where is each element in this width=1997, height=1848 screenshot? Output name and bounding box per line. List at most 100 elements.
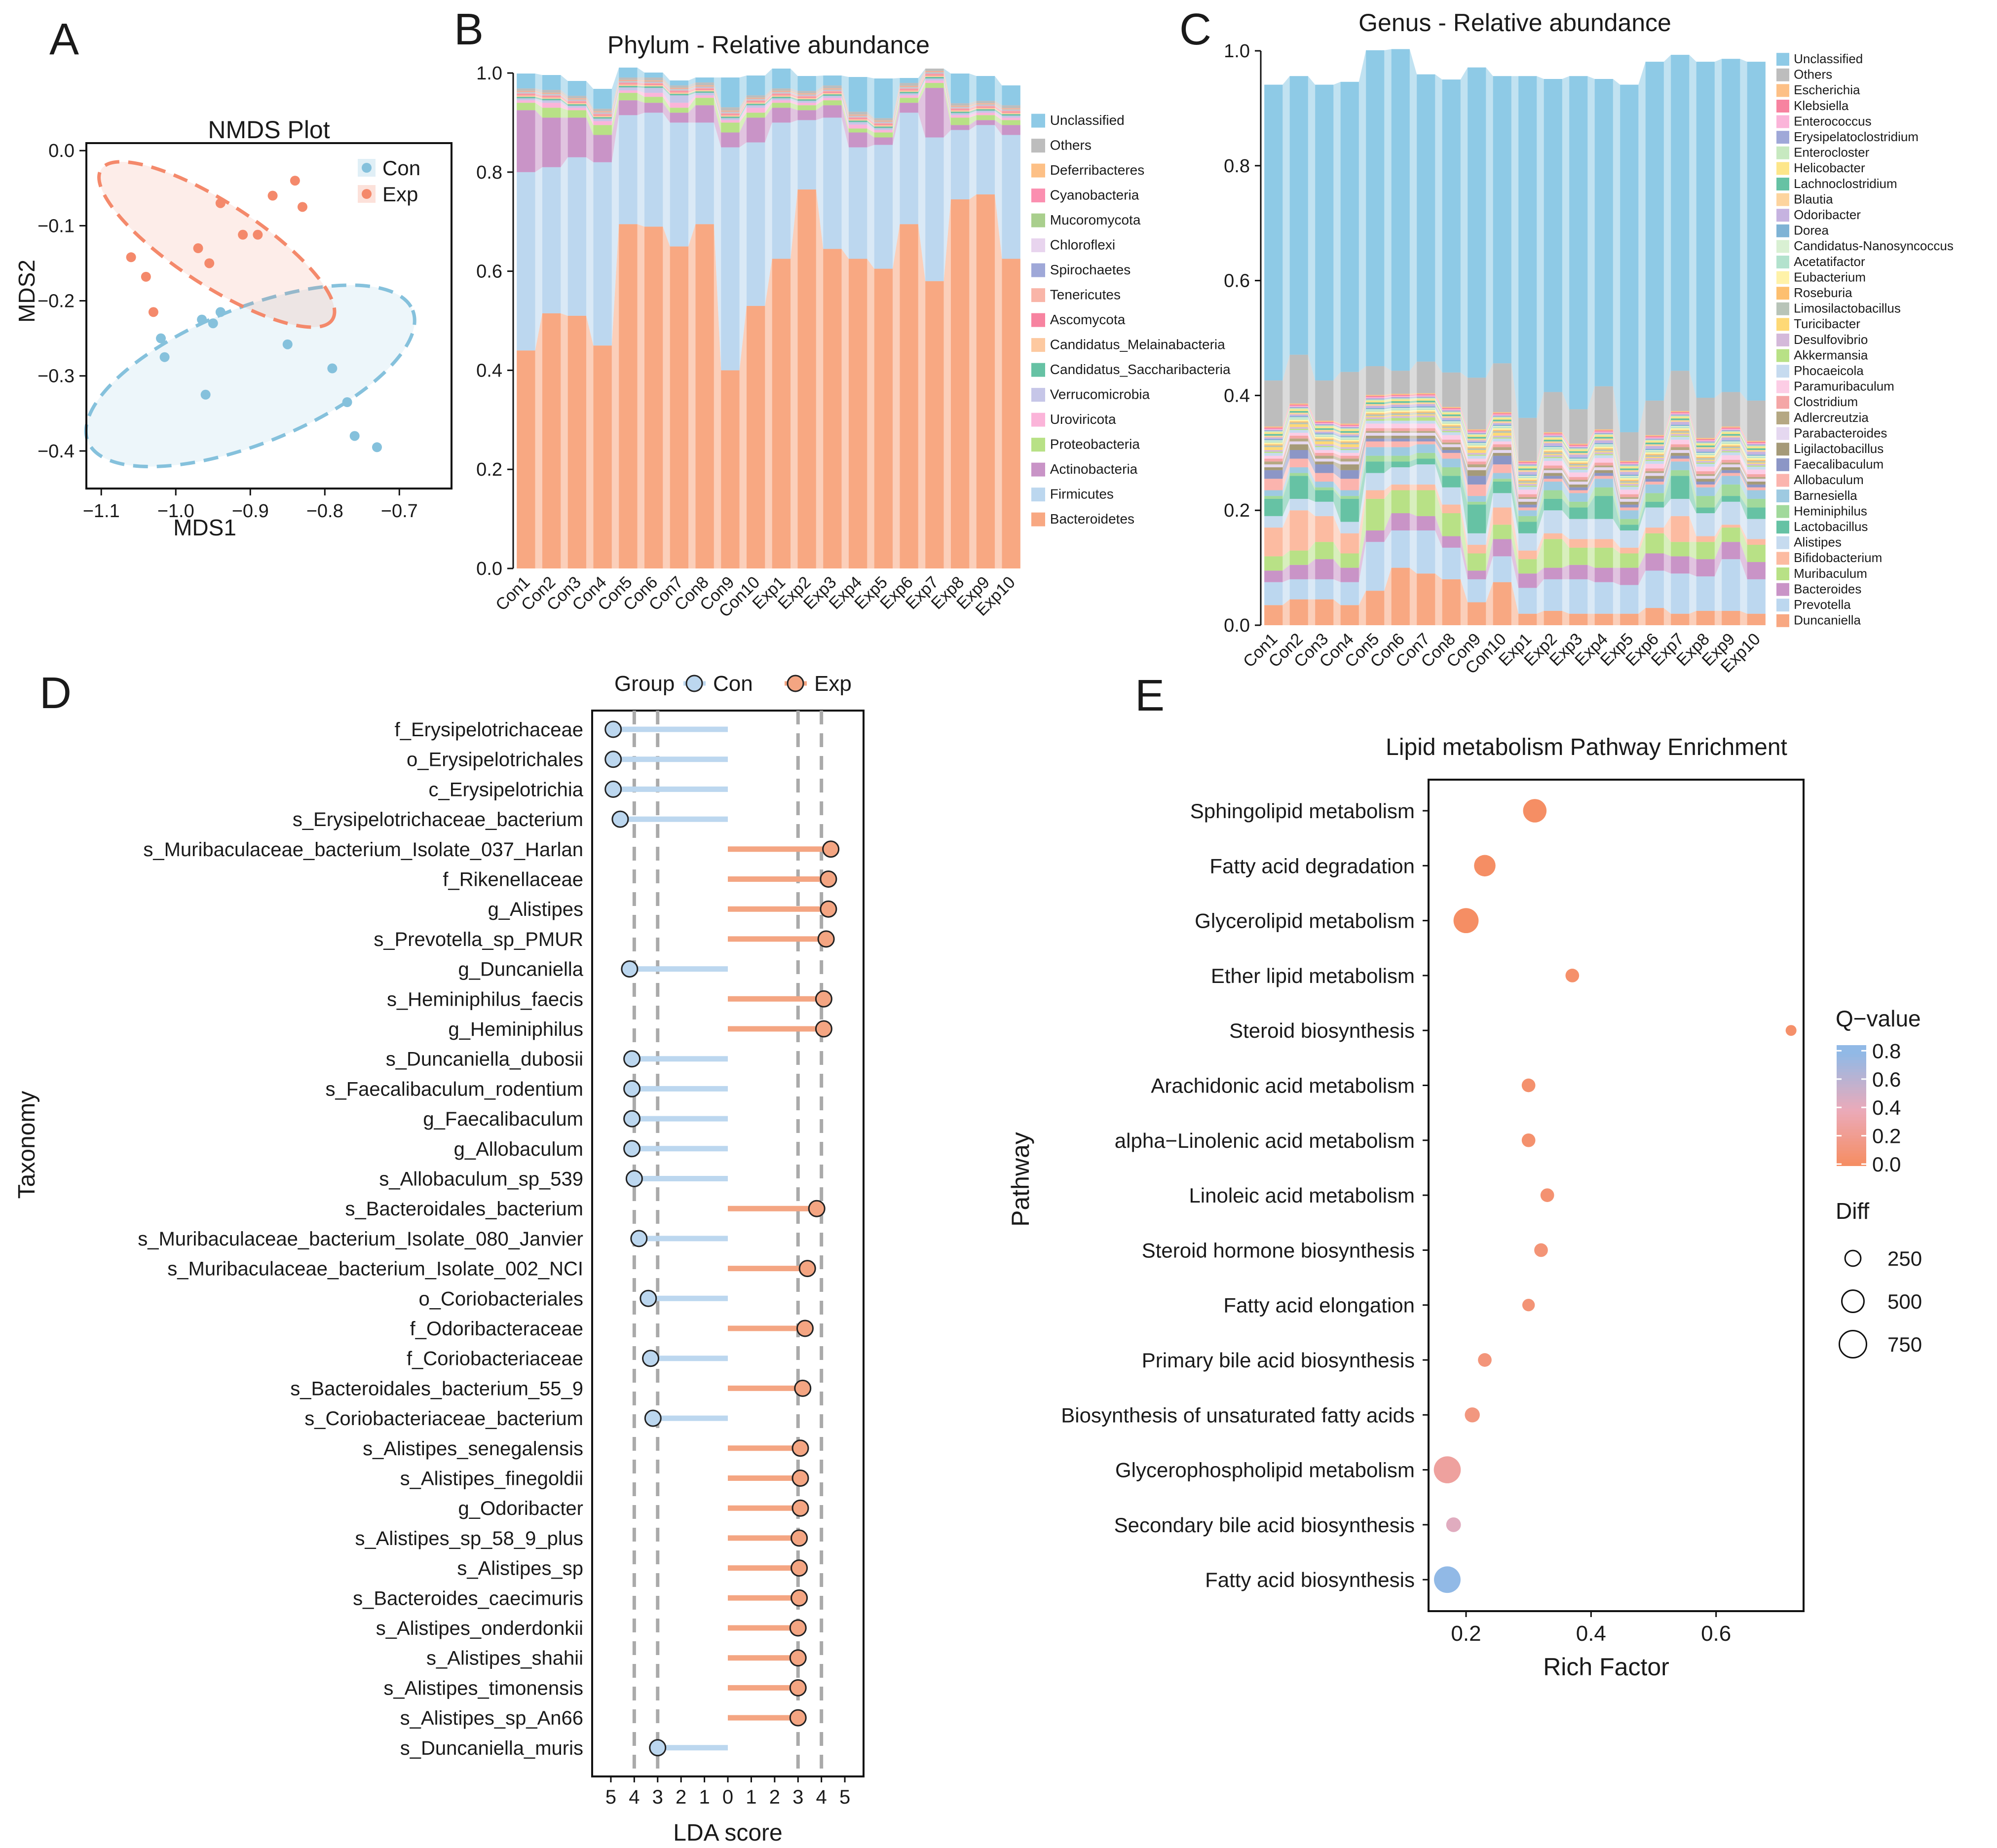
y-tick-label: −0.2 [38, 291, 75, 312]
bar-alistipes-exp3 [1569, 519, 1588, 539]
bar-faecalibaculum-exp2 [1544, 476, 1562, 479]
bar-bacteroidetes-con4 [593, 345, 612, 568]
phylum-title: Phylum - Relative abundance [607, 31, 930, 59]
bar-bacteroidetes-exp4 [848, 259, 867, 568]
bar-bifidobacterium-con4 [1340, 533, 1359, 554]
bar-escherichia-con7 [1417, 393, 1435, 395]
bar-candidatus-nanosyncoccus-exp1 [1518, 476, 1537, 477]
bar-dorea-exp9 [1722, 440, 1740, 442]
legend-key-chloroflexi [1031, 238, 1045, 253]
bar-escherichia-con1 [1264, 426, 1283, 428]
q-value-gradient-step [1837, 1045, 1866, 1049]
lollipop-head-g-heminiphilus [815, 1020, 832, 1038]
bar-akkermansia-exp5 [1620, 486, 1639, 487]
legend-key-dorea [1776, 224, 1789, 237]
bar-alistipes-con2 [1289, 498, 1308, 511]
legend-label-actinobacteria: Actinobacteria [1050, 461, 1138, 477]
bar-acetatifactor-con9 [1468, 444, 1486, 446]
bar-barnesiella-con10 [1493, 473, 1511, 479]
pathway-label: Primary bile acid biosynthesis [1142, 1349, 1415, 1372]
bar-duncaniella-con9 [1468, 602, 1486, 625]
legend-key-mucoromycota [1031, 213, 1045, 227]
bar-allobaculum-exp4 [1594, 476, 1613, 479]
bar-ascomycota-con9 [721, 114, 740, 115]
y-tick-label: 0.0 [48, 141, 75, 161]
bar-enterocloster-exp9 [1722, 431, 1740, 432]
q-value-gradient-step [1837, 1054, 1866, 1058]
bar-ligilactobacillus-exp5 [1620, 501, 1639, 505]
bar-ligilactobacillus-con6 [1391, 435, 1410, 439]
legend-label-phocaeicola: Phocaeicola [1794, 363, 1864, 378]
diff-legend-label: 750 [1887, 1333, 1922, 1356]
bar-bacteroidetes-con7 [670, 246, 689, 568]
bar-bacteroides-exp8 [1696, 559, 1715, 577]
bar-candidatus-melainabacteria-con4 [593, 115, 612, 117]
legend-label-candidatus-saccharibacteria: Candidatus_Saccharibacteria [1050, 362, 1231, 377]
bar-enterocloster-exp3 [1569, 448, 1588, 450]
legend-key-prevotella [1776, 599, 1789, 612]
bar-lachnoclostridium-con8 [1442, 414, 1461, 416]
bar-phocaeicola-exp10 [1747, 466, 1766, 470]
bar-prevotella-exp3 [1569, 579, 1588, 614]
legend-label-ligilactobacillus: Ligilactobacillus [1794, 441, 1884, 456]
bar-proteobacteria-con6 [644, 97, 663, 103]
bar-odoribacter-exp1 [1518, 472, 1537, 475]
bar-allobaculum-exp10 [1747, 487, 1766, 490]
legend-label-spirochaetes: Spirochaetes [1050, 262, 1130, 277]
bar-clostridium-con10 [1493, 444, 1511, 448]
bar-eubacterium-exp10 [1747, 458, 1766, 460]
bar-clostridium-con3 [1315, 453, 1334, 456]
bubble-fatty-acid-elongation [1522, 1298, 1535, 1312]
bar-limosilactobacillus-con10 [1493, 431, 1511, 433]
bar-limosilactobacillus-exp9 [1722, 446, 1740, 449]
bar-blautia-exp10 [1747, 450, 1766, 452]
point-exp-2 [148, 307, 158, 317]
bar-verrucomicrobia-con10 [746, 105, 765, 108]
bar-enterocloster-con7 [1417, 398, 1435, 399]
bar-akkermansia-exp6 [1645, 459, 1664, 461]
bar-eubacterium-con9 [1468, 445, 1486, 448]
bar-unclassified-con6 [1391, 49, 1410, 371]
bar-chloroflexi-con5 [619, 81, 638, 82]
bar-muribaculum-con6 [1391, 490, 1410, 514]
x-tick-label: 4 [629, 1786, 640, 1808]
pathway-label: Biosynthesis of unsaturated fatty acids [1061, 1403, 1415, 1427]
bar-firmicutes-exp6 [900, 113, 918, 225]
lollipop-head-s-alistipes-sp-an66 [789, 1709, 807, 1727]
q-value-tick-label: 0.4 [1872, 1096, 1901, 1119]
bar-blautia-con10 [1493, 421, 1511, 423]
legend-label-helicobacter: Helicobacter [1794, 160, 1865, 175]
bar-firmicutes-con7 [670, 122, 689, 247]
bar-faecalibaculum-con6 [1391, 438, 1410, 442]
flow-uroviricota [517, 80, 1020, 133]
bar-helicobacter-exp1 [1518, 466, 1537, 469]
bar-ligilactobacillus-con9 [1468, 470, 1486, 476]
bar-bifidobacterium-con7 [1417, 484, 1435, 490]
bar-allobaculum-exp5 [1620, 507, 1639, 511]
bar-candidatus-nanosyncoccus-con10 [1493, 426, 1511, 427]
bar-ligilactobacillus-exp10 [1747, 482, 1766, 485]
bar-helicobacter-con3 [1315, 426, 1334, 428]
bar-heminiphilus-exp6 [1645, 493, 1664, 502]
q-value-gradient-step [1837, 1153, 1866, 1157]
bar-faecalibaculum-exp5 [1620, 504, 1639, 508]
bar-lachnoclostridium-exp8 [1696, 445, 1715, 448]
bar-firmicutes-exp3 [823, 117, 842, 249]
bar-bacteroidetes-exp9 [976, 194, 995, 569]
bar-enterocloster-exp5 [1620, 465, 1639, 467]
bar-unclassified-exp6 [900, 78, 918, 83]
bar-allobaculum-con6 [1391, 441, 1410, 448]
bar-tenericutes-con1 [517, 93, 535, 95]
bar-verrucomicrobia-exp8 [950, 113, 970, 115]
y-axis-title: Taxonomy [14, 1091, 40, 1199]
bar-barnesiella-exp2 [1544, 482, 1562, 490]
bar-actinobacteria-exp4 [848, 132, 867, 148]
pathway-label: Glycerophospholipid metabolism [1115, 1459, 1415, 1482]
bar-limosilactobacillus-exp6 [1645, 455, 1664, 457]
legend-key-ascomycota [1031, 313, 1045, 327]
bar-chloroflexi-exp1 [772, 92, 791, 93]
bar-spirochaetes-exp2 [797, 95, 816, 96]
bar-limosilactobacillus-con9 [1468, 448, 1486, 450]
bar-prevotella-exp4 [1594, 582, 1613, 614]
lollipop-head-s-muribaculaceae-bacterium-isolate-037-harlan [822, 840, 840, 858]
